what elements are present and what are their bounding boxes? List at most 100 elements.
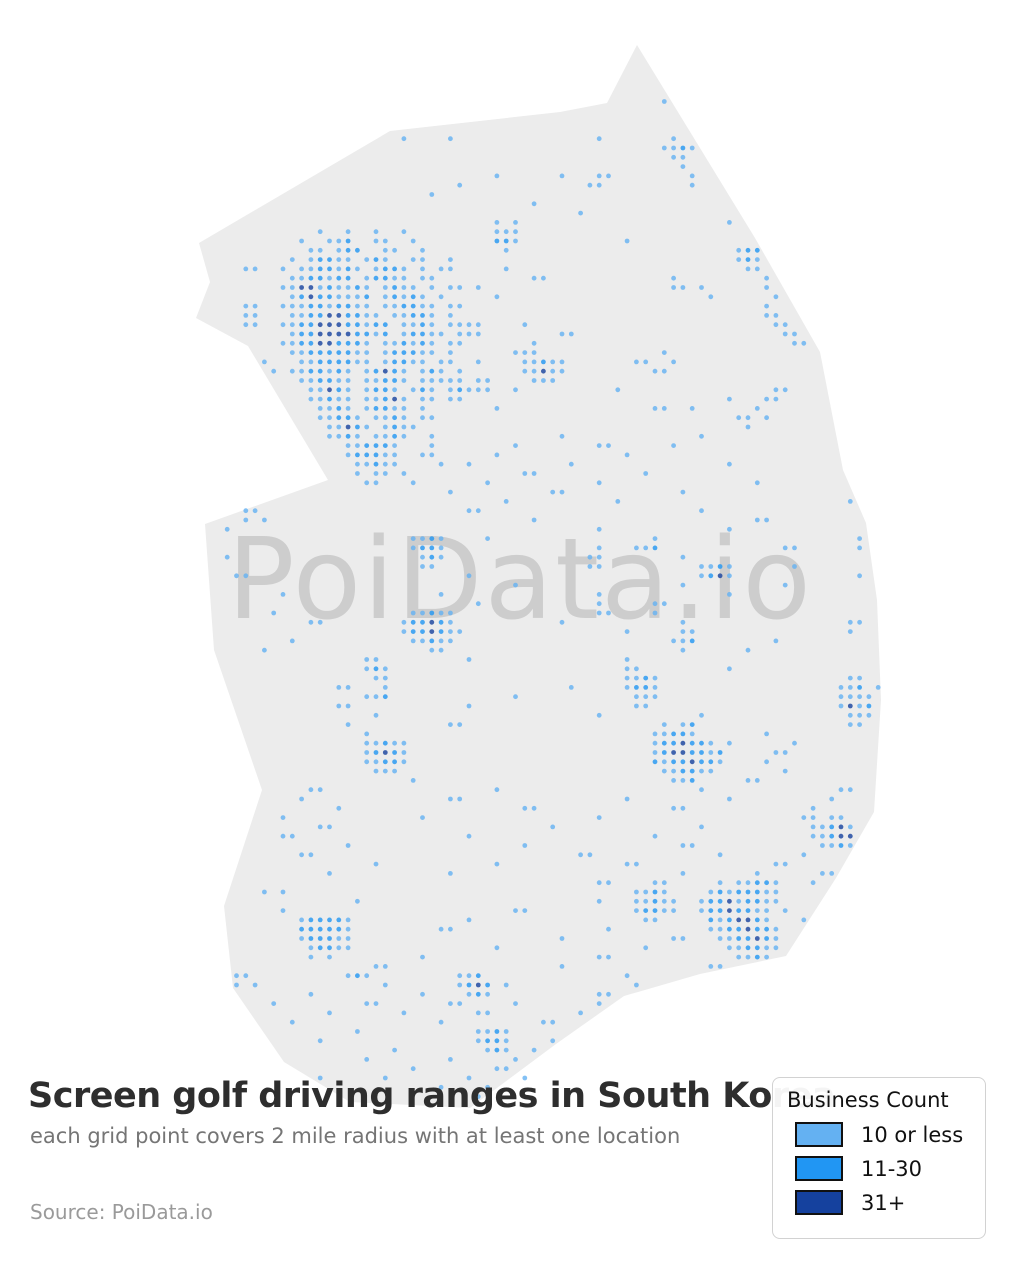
map-dot bbox=[429, 350, 435, 355]
map-dot bbox=[289, 257, 295, 262]
map-dot bbox=[494, 1029, 500, 1034]
map-dot bbox=[355, 340, 360, 346]
map-dot bbox=[457, 982, 463, 988]
map-dot bbox=[513, 238, 518, 244]
map-dot bbox=[392, 768, 397, 774]
map-dot bbox=[652, 917, 658, 923]
map-dot bbox=[699, 564, 704, 569]
map-dot bbox=[299, 303, 304, 309]
map-dot bbox=[643, 917, 649, 923]
map-dot bbox=[243, 573, 249, 579]
map-dot bbox=[401, 1010, 407, 1016]
map-dot bbox=[345, 843, 351, 848]
map-dot bbox=[857, 536, 862, 541]
map-dot bbox=[317, 619, 323, 625]
map-dot bbox=[299, 368, 304, 374]
map-dot bbox=[531, 805, 537, 811]
map-dot bbox=[438, 619, 444, 625]
map-dot bbox=[410, 1066, 416, 1072]
map-dot bbox=[661, 768, 667, 774]
map-dot bbox=[745, 945, 751, 951]
map-dot bbox=[475, 508, 481, 514]
map-dot bbox=[289, 294, 295, 300]
map-dot bbox=[503, 1029, 509, 1034]
map-dot bbox=[457, 182, 463, 188]
map-dot bbox=[420, 991, 425, 997]
map-dot bbox=[327, 871, 332, 876]
map-dot bbox=[308, 340, 314, 346]
map-dot bbox=[671, 936, 676, 941]
map-dot bbox=[382, 406, 388, 411]
map-dot bbox=[782, 331, 788, 337]
map-dot bbox=[373, 861, 379, 867]
map-dot bbox=[299, 796, 304, 802]
map-dot bbox=[727, 573, 732, 579]
map-dot bbox=[671, 443, 676, 448]
map-dot bbox=[336, 917, 342, 923]
map-dot bbox=[317, 359, 323, 365]
map-dot bbox=[745, 889, 751, 895]
map-dot bbox=[661, 889, 667, 895]
map-dot bbox=[764, 396, 769, 402]
map-dot bbox=[680, 740, 686, 746]
map-dot bbox=[373, 368, 379, 374]
map-dot bbox=[773, 750, 779, 755]
map-dot bbox=[308, 926, 314, 932]
map-dot bbox=[457, 629, 463, 634]
map-dot bbox=[317, 415, 323, 421]
map-dot bbox=[475, 378, 481, 383]
map-dot bbox=[457, 331, 463, 337]
map-dot bbox=[345, 703, 351, 709]
map-dot bbox=[410, 322, 416, 328]
map-dot bbox=[531, 378, 537, 383]
map-dot bbox=[661, 908, 667, 913]
map-dot bbox=[634, 861, 639, 867]
map-dot bbox=[717, 964, 723, 969]
map-dot bbox=[624, 629, 630, 634]
map-dot bbox=[345, 359, 351, 365]
map-dot bbox=[727, 461, 732, 467]
map-dot bbox=[699, 759, 704, 765]
map-dot bbox=[448, 1001, 453, 1006]
map-dot bbox=[317, 313, 323, 318]
map-dot bbox=[745, 247, 751, 253]
map-dot bbox=[485, 982, 490, 988]
map-dot bbox=[634, 982, 639, 988]
map-dot bbox=[680, 805, 686, 811]
map-dot bbox=[410, 359, 416, 365]
map-dot bbox=[392, 285, 397, 290]
map-dot bbox=[606, 926, 611, 932]
map-dot bbox=[299, 275, 304, 281]
map-dot bbox=[754, 908, 760, 913]
map-dot bbox=[382, 768, 388, 774]
map-dot bbox=[810, 805, 816, 811]
map-dot bbox=[727, 908, 732, 913]
map-dot bbox=[345, 973, 351, 979]
watermark-text: PoiData.io bbox=[227, 515, 813, 645]
map-dot bbox=[699, 508, 704, 514]
map-dot bbox=[392, 275, 397, 281]
map-dot bbox=[234, 982, 239, 988]
map-dot bbox=[410, 545, 416, 551]
map-dot bbox=[392, 266, 397, 272]
map-dot bbox=[317, 917, 323, 923]
map-dot bbox=[327, 303, 332, 309]
map-dot bbox=[345, 257, 351, 262]
map-dot bbox=[280, 815, 286, 820]
map-dot bbox=[420, 368, 425, 374]
map-dot bbox=[745, 415, 751, 421]
map-dot bbox=[308, 350, 314, 355]
map-dot bbox=[754, 880, 760, 886]
map-dot bbox=[327, 396, 332, 402]
map-dot bbox=[429, 554, 435, 560]
map-dot bbox=[857, 619, 862, 625]
map-dot bbox=[420, 247, 425, 253]
map-dot bbox=[373, 657, 379, 662]
map-dot bbox=[773, 638, 779, 644]
map-dot bbox=[364, 973, 370, 979]
map-dot bbox=[438, 359, 444, 365]
map-dot bbox=[364, 480, 370, 486]
map-dot bbox=[410, 638, 416, 644]
map-dot bbox=[475, 285, 481, 290]
map-dot bbox=[847, 824, 853, 830]
